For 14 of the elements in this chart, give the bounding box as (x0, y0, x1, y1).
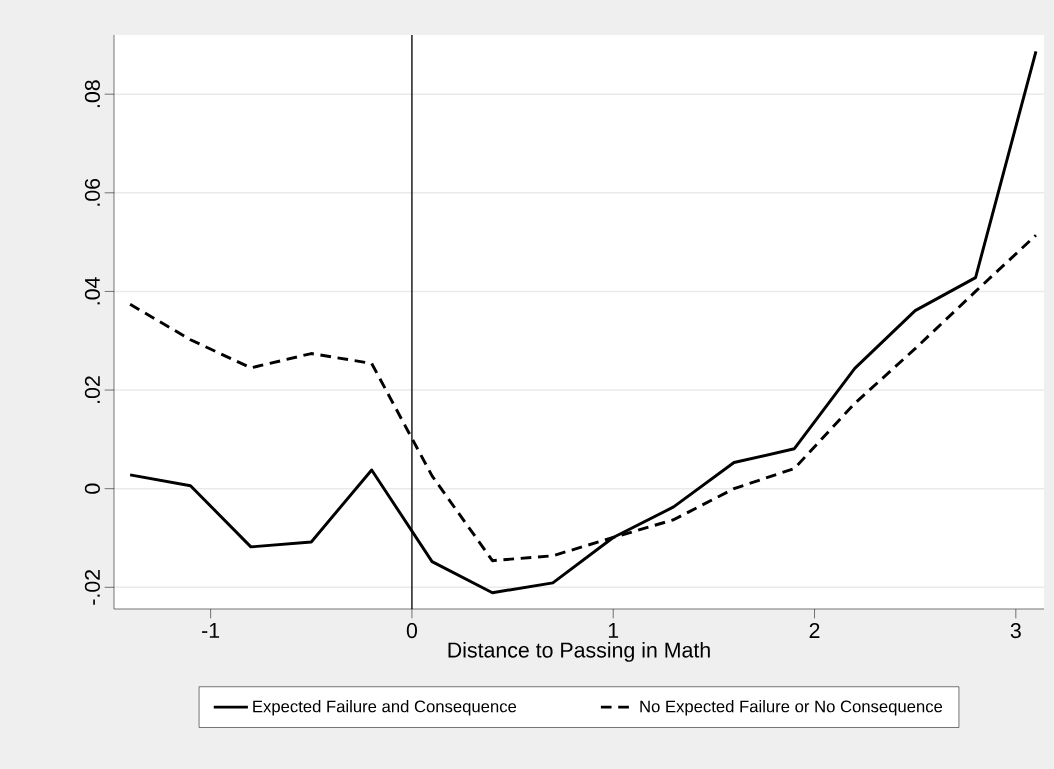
y-tick-label: .02 (84, 376, 100, 403)
x-tick-label: 0 (406, 623, 418, 639)
legend-label: Expected Failure and Consequence (253, 700, 517, 716)
x-axis-title: Distance to Passing in Math (448, 641, 710, 662)
y-tick-label: 0 (84, 483, 100, 494)
y-tick-label: -.02 (84, 570, 100, 605)
x-tick-label: 1 (608, 623, 619, 638)
x-tick-label: 3 (1010, 623, 1021, 639)
x-tick-label: -1 (202, 623, 220, 638)
x-tick-label: 2 (809, 623, 820, 638)
y-tick-label: .08 (84, 80, 100, 108)
y-tick-label: .06 (84, 178, 100, 206)
y-tick-label: .04 (84, 277, 100, 305)
legend-label: No Expected Failure or No Consequence (640, 700, 943, 716)
